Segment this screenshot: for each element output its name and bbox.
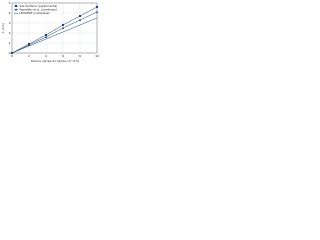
x-tick-label: 6 xyxy=(62,54,64,58)
series-line xyxy=(11,17,98,54)
x-tick-label: 0 xyxy=(11,54,13,58)
y-tick-label: 1 xyxy=(9,41,11,45)
series-line xyxy=(11,11,98,54)
marker xyxy=(95,10,99,13)
legend-label: Site de Melun (expérimental) xyxy=(20,4,58,8)
y-tick-label: 2 xyxy=(9,31,11,35)
marker xyxy=(45,34,47,36)
y-tick-label: 4 xyxy=(9,11,11,15)
marker xyxy=(96,6,98,8)
legend-label: Papadakis et al. (numérique) xyxy=(20,8,57,12)
legend-label: LECO/EDF (numérique) xyxy=(20,11,50,15)
marker xyxy=(14,8,18,11)
x-tick-label: 10 xyxy=(95,54,99,58)
marker xyxy=(44,35,48,38)
marker xyxy=(15,5,17,7)
y-tick-label: 0 xyxy=(9,51,11,55)
marker xyxy=(61,26,65,29)
x-tick-label: 2 xyxy=(28,54,30,58)
marker xyxy=(27,43,31,46)
y-tick-label: 5 xyxy=(9,1,11,5)
plot-frame xyxy=(11,2,98,54)
chart: Racine carrée du temps (h^0.5) L (cm) 0 1… xyxy=(1,1,99,63)
y-axis-label: L (cm) xyxy=(1,23,5,33)
x-axis-label: Racine carrée du temps (h^0.5) xyxy=(31,59,79,63)
series-line xyxy=(11,6,98,54)
y-tick-label: 3 xyxy=(9,21,11,25)
marker xyxy=(78,18,82,21)
marker xyxy=(62,24,64,26)
marker xyxy=(79,15,81,17)
x-tick-label: 8 xyxy=(79,54,81,58)
page: {"chart_data": {"type": "line", "xlabel"… xyxy=(0,0,100,65)
x-tick-label: 4 xyxy=(45,54,47,58)
